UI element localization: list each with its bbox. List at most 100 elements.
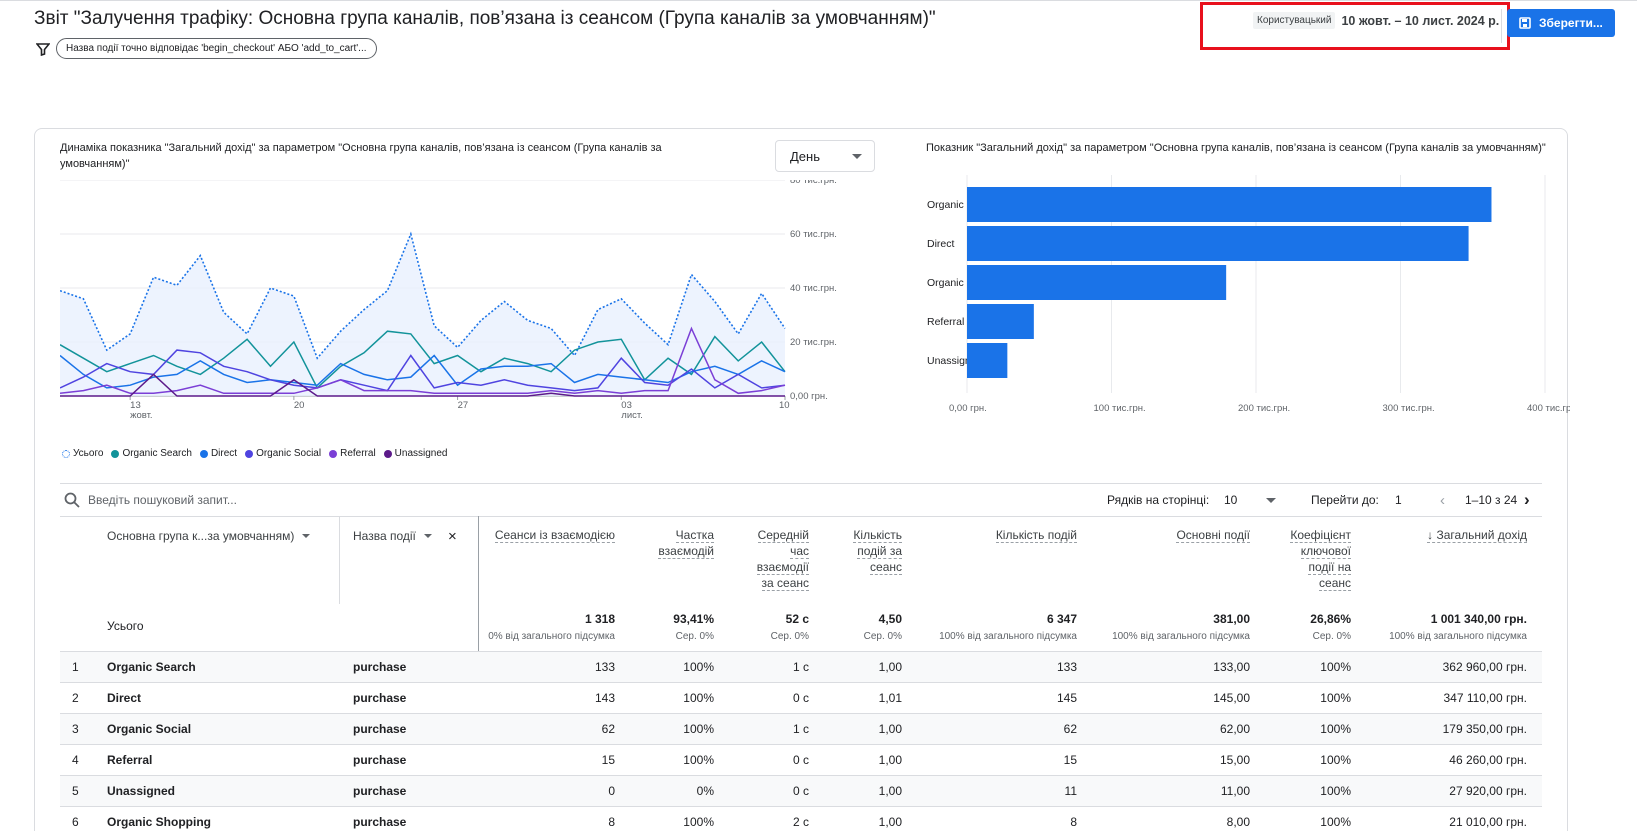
goto-label: Перейти до: <box>1311 493 1379 507</box>
metric-header[interactable]: Кількість подій <box>927 527 1077 543</box>
row-metric-value: 15 <box>601 753 615 767</box>
series-line-direct[interactable] <box>60 354 786 389</box>
table-row[interactable]: 6 Organic Shopping purchase 8 100% 2 с 1,00 8 8,… <box>60 806 1542 831</box>
total-subtext: Сер. 0% <box>770 631 809 642</box>
row-metric-value: 1,00 <box>878 815 902 829</box>
total-subtext: Сер. 0% <box>863 631 902 642</box>
metric-header-label: час <box>790 544 809 559</box>
metric-header-label: Кількість <box>853 528 902 543</box>
report-card <box>34 128 1568 831</box>
row-metric-value: 15 <box>1063 753 1077 767</box>
x-tick-label: 300 тис.грн. <box>1383 403 1435 414</box>
rows-per-page-select[interactable]: 10 <box>1224 493 1238 507</box>
series-line-усього[interactable] <box>60 231 786 360</box>
total-value: 1 001 340,00 грн. <box>1430 612 1527 626</box>
row-rank: 1 <box>72 660 79 674</box>
row-metric-value: 0 с <box>792 753 809 767</box>
table-row[interactable]: 4 Referral purchase 15 100% 0 с 1,00 15 15,00 100… <box>60 744 1542 775</box>
save-icon <box>1519 17 1531 29</box>
granularity-select[interactable]: День <box>775 140 875 172</box>
x-tick-label: 27 <box>458 400 469 411</box>
legend-item[interactable]: Direct <box>199 448 237 459</box>
x-tick-label: 400 тис.грн. <box>1527 403 1570 414</box>
prev-page-icon[interactable]: ‹ <box>1440 492 1445 509</box>
series-line-referral[interactable] <box>60 326 786 395</box>
x-tick-month-label: жовт. <box>130 410 152 421</box>
metric-header[interactable]: Сеанси із взаємодією <box>465 527 615 543</box>
metric-header-label: Основні події <box>1176 528 1250 543</box>
metric-header[interactable]: Середній час взаємодії за сеанс <box>729 527 809 591</box>
legend-item[interactable]: Organic Social <box>245 448 321 459</box>
row-metric-value: 11 <box>1064 784 1077 798</box>
x-tick-label: 20 <box>294 400 305 411</box>
date-range[interactable]: 10 жовт. – 10 лист. 2024 р. <box>1341 13 1500 28</box>
legend-item[interactable]: Organic Search <box>111 448 192 459</box>
metric-header[interactable]: Частка взаємодій <box>624 527 714 559</box>
metric-header-label: Коефіцієнт <box>1290 528 1351 543</box>
legend-swatch <box>245 449 254 458</box>
series-line-organic-search[interactable] <box>60 330 786 390</box>
bar[interactable] <box>967 226 1469 261</box>
total-subtext: 100% від загального підсумка <box>1389 631 1527 642</box>
metric-header[interactable]: ↓ Загальний дохід <box>1347 527 1527 543</box>
total-subtext: 100% від загального підсумка <box>1112 631 1250 642</box>
line-chart-title: Динаміка показника "Загальний дохід" за … <box>60 142 662 170</box>
row-metric-value: 347 110,00 грн. <box>1443 691 1527 705</box>
bar[interactable] <box>967 187 1492 222</box>
legend-item[interactable]: Unassigned <box>383 448 447 459</box>
dimension-header-event[interactable]: Назва події <box>353 529 432 543</box>
row-metric-value: 1,00 <box>878 784 902 798</box>
row-metric-value: 145,00 <box>1213 691 1250 705</box>
bar[interactable] <box>967 304 1034 339</box>
metric-header[interactable]: Основні події <box>1100 527 1250 543</box>
x-tick-label: 03 <box>621 400 632 411</box>
legend-swatch <box>199 449 208 458</box>
row-metric-value: 179 350,00 грн. <box>1442 722 1527 736</box>
legend-item[interactable]: Усього <box>62 448 103 459</box>
metric-header-label: взаємодій <box>658 544 714 559</box>
row-metric-value: 100% <box>1320 660 1351 674</box>
x-tick-label: 100 тис.грн. <box>1094 403 1146 414</box>
chevron-down-icon[interactable] <box>423 534 432 538</box>
bar[interactable] <box>967 265 1227 300</box>
dimension-header-channel[interactable]: Основна група к...за умовчанням) <box>107 529 311 543</box>
goto-page-input[interactable]: 1 <box>1395 493 1402 507</box>
table-row[interactable]: 1 Organic Search purchase 133 100% 1 с 1,00 133… <box>60 651 1542 682</box>
metric-header-label: Середній <box>757 528 809 543</box>
category-label: Direct <box>927 238 955 250</box>
chevron-down-icon[interactable] <box>302 534 311 538</box>
legend-item[interactable]: Referral <box>329 448 376 459</box>
filter-chip[interactable]: Назва події точно відповідає 'begin_chec… <box>56 38 377 59</box>
next-page-icon[interactable]: › <box>1524 490 1530 509</box>
bar-chart-title: Показник "Загальний дохід" за параметром… <box>926 142 1546 154</box>
table-row[interactable]: 5 Unassigned purchase 0 0% 0 с 1,00 11 11,00 100%… <box>60 775 1542 806</box>
row-metric-value: 100% <box>683 722 714 736</box>
total-value: 52 с <box>785 612 809 626</box>
close-icon[interactable]: × <box>448 528 457 545</box>
metric-header[interactable]: Кількість подій за сеанс <box>822 527 902 575</box>
metric-header[interactable]: Коефіцієнт ключової події на сеанс <box>1261 527 1351 591</box>
row-metric-value: 21 010,00 грн. <box>1449 815 1527 829</box>
date-range-picker[interactable]: Користувацький 10 жовт. – 10 лист. 2024 … <box>1253 12 1499 29</box>
row-metric-value: 62 <box>601 722 615 736</box>
table-row[interactable]: 2 Direct purchase 143 100% 0 с 1,01 145 145,00 10… <box>60 682 1542 713</box>
chevron-down-icon[interactable] <box>1266 498 1276 503</box>
search-input[interactable] <box>88 491 488 509</box>
series-line-unassigned[interactable] <box>60 373 785 397</box>
row-channel: Referral <box>107 753 153 767</box>
table-row[interactable]: 3 Organic Social purchase 62 100% 1 с 1,00 62 62… <box>60 713 1542 744</box>
row-metric-value: 133 <box>594 660 615 674</box>
dimension-header-label: Назва події <box>353 529 416 543</box>
total-subtext: Сер. 0% <box>675 631 714 642</box>
series-line-organic-social[interactable] <box>60 349 786 392</box>
row-channel: Organic Shopping <box>107 815 211 829</box>
metric-header-label: Кількість подій <box>995 528 1077 543</box>
row-metric-value: 1 с <box>792 660 809 674</box>
metric-header-label: сеанс <box>870 560 902 575</box>
save-button[interactable]: Зберегти... <box>1507 9 1615 37</box>
bar[interactable] <box>967 343 1008 378</box>
filter-icon[interactable] <box>36 42 50 56</box>
divider <box>60 483 1542 484</box>
x-tick-month-label: лист. <box>621 410 643 421</box>
row-metric-value: 100% <box>683 753 714 767</box>
